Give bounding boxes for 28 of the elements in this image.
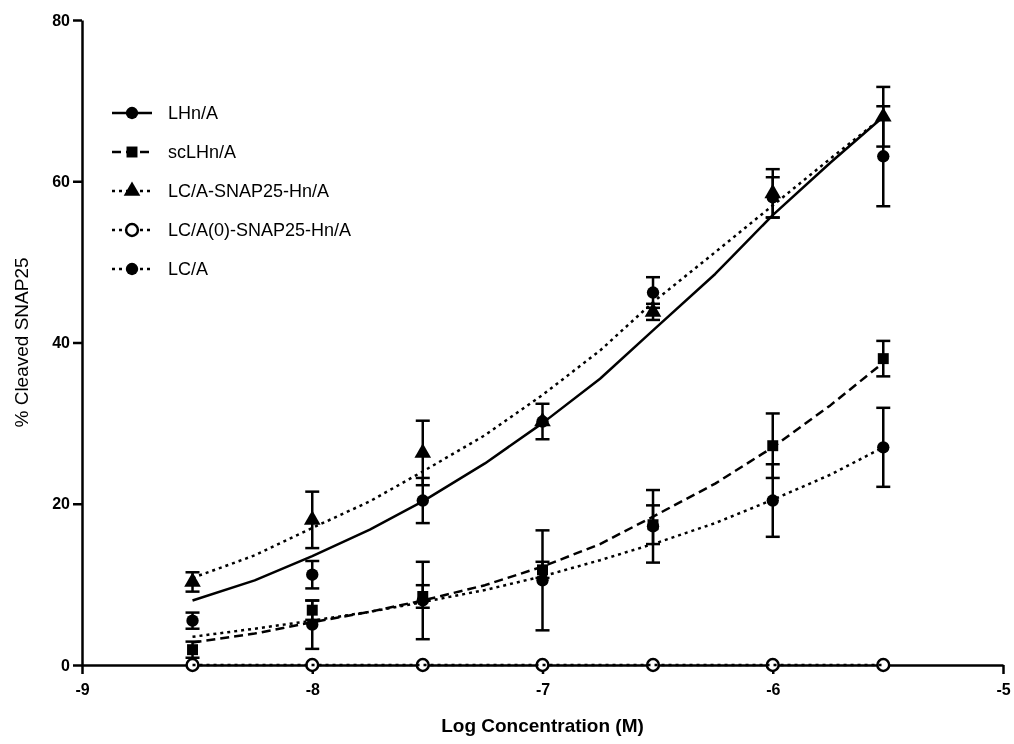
- legend-label: LC/A: [168, 259, 209, 280]
- y-tick-label: 40: [52, 334, 71, 352]
- legend-label: scLHn/A: [168, 142, 237, 163]
- legend-label: LC/A(0)-SNAP25-Hn/A: [168, 220, 352, 241]
- y-tick-label: 20: [52, 495, 71, 513]
- legend-label: LC/A-SNAP25-Hn/A: [168, 181, 330, 202]
- y-tick-label: 80: [52, 11, 71, 29]
- x-tick-label: -6: [766, 680, 781, 698]
- point: [876, 657, 891, 673]
- x-tick-label: -5: [996, 680, 1011, 698]
- point: [306, 568, 319, 581]
- y-axis-title: % Cleaved SNAP25: [11, 257, 32, 428]
- x-tick-label: -8: [305, 680, 320, 698]
- point: [646, 286, 660, 299]
- x-axis-title: Log Concentration (M): [441, 715, 644, 736]
- point: [305, 657, 320, 673]
- x-tick-label: -7: [535, 680, 551, 698]
- point: [877, 441, 890, 454]
- y-tick-label: 0: [61, 656, 71, 674]
- y-tick-label: 60: [52, 172, 71, 190]
- point: [306, 618, 319, 631]
- point: [877, 353, 889, 365]
- legend-label: LHn/A: [168, 103, 219, 124]
- x-tick-label: -9: [75, 680, 90, 698]
- point: [185, 657, 200, 673]
- point: [535, 657, 550, 673]
- point: [877, 150, 890, 163]
- point: [187, 644, 198, 656]
